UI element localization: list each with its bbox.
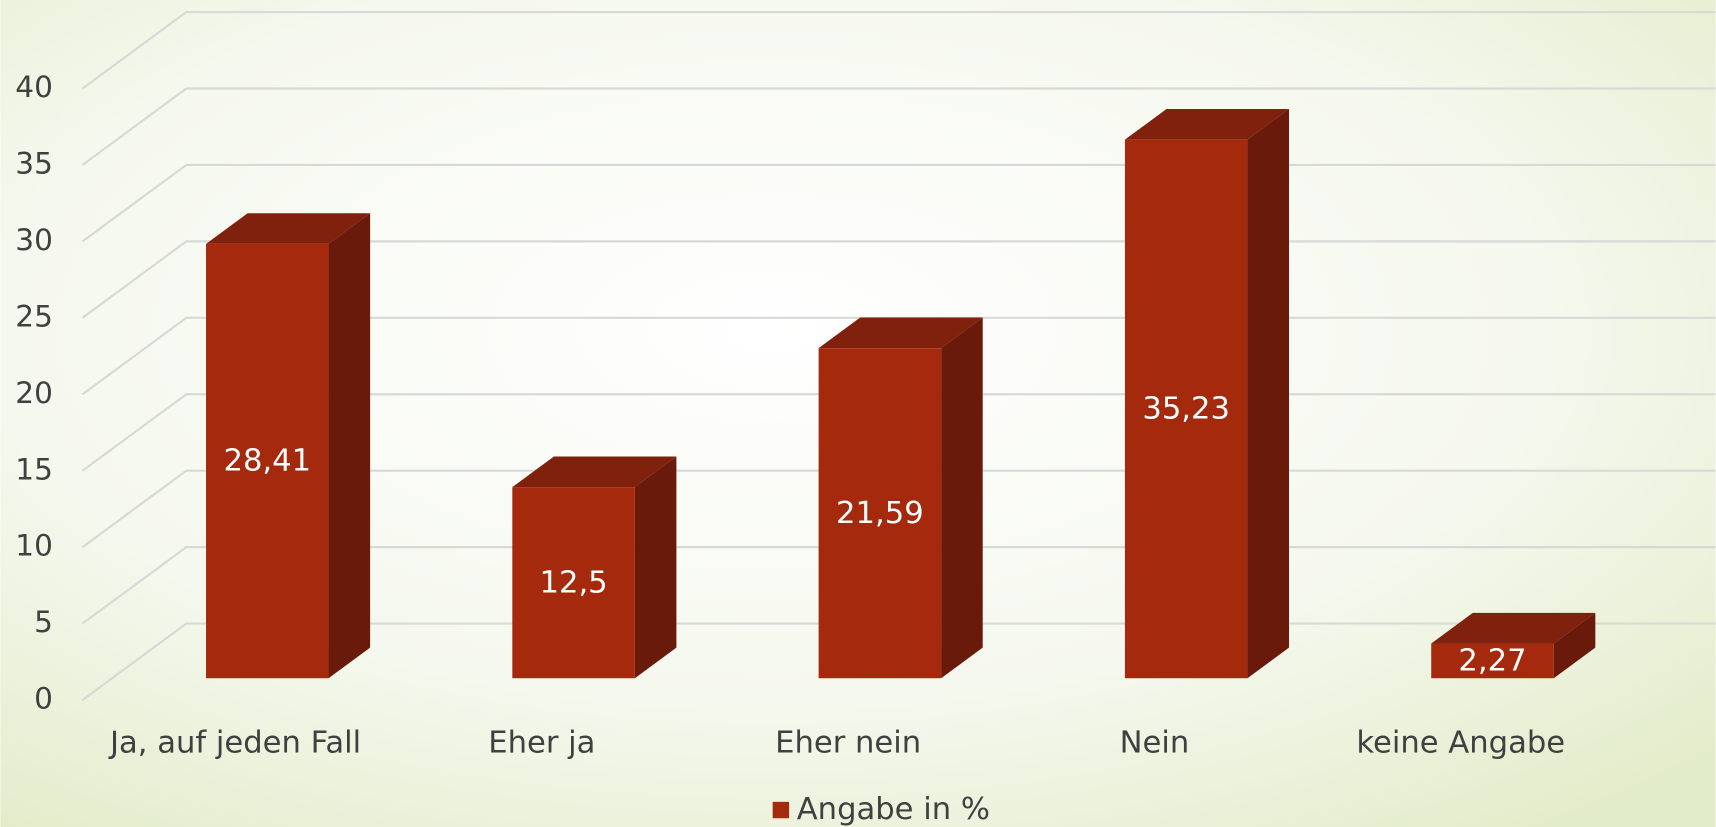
y-tick-label: 30 bbox=[15, 223, 53, 257]
grid-line bbox=[81, 87, 1716, 166]
y-tick-label: 15 bbox=[15, 452, 53, 486]
y-tick-label: 25 bbox=[15, 299, 53, 333]
bar-side bbox=[634, 456, 677, 679]
bar-side bbox=[1553, 612, 1596, 679]
y-tick-label: 20 bbox=[15, 376, 53, 410]
bar-top bbox=[512, 456, 677, 488]
bar-top bbox=[818, 317, 983, 349]
bars bbox=[206, 109, 1596, 679]
x-tick-label: Eher ja bbox=[488, 725, 595, 760]
bar bbox=[512, 456, 677, 679]
value-label: 21,59 bbox=[836, 496, 924, 531]
bar-front bbox=[206, 243, 329, 679]
x-tick-label: Nein bbox=[1120, 725, 1190, 760]
bar-top bbox=[206, 213, 371, 244]
grid-line bbox=[81, 10, 1716, 90]
bar bbox=[206, 213, 371, 679]
bar bbox=[1431, 612, 1596, 679]
y-tick-label: 5 bbox=[34, 605, 53, 639]
bar-front bbox=[818, 348, 942, 679]
y-tick-label: 40 bbox=[15, 70, 53, 104]
y-tick-label: 0 bbox=[34, 682, 53, 716]
value-label: 12,5 bbox=[540, 565, 608, 600]
bar-front bbox=[1431, 643, 1554, 679]
bar-side bbox=[328, 213, 371, 679]
x-tick-label: keine Angabe bbox=[1356, 725, 1565, 760]
y-tick-label: 10 bbox=[15, 529, 53, 563]
bar-front bbox=[512, 487, 635, 679]
bar-top bbox=[1124, 109, 1290, 140]
bar-front bbox=[1124, 139, 1248, 679]
bar-top bbox=[1431, 612, 1596, 644]
y-tick-label: 35 bbox=[15, 147, 53, 181]
bar-side bbox=[941, 317, 983, 679]
value-label: 35,23 bbox=[1142, 392, 1230, 427]
value-label: 2,27 bbox=[1458, 643, 1526, 678]
bar bbox=[1124, 109, 1290, 679]
x-tick-label: Ja, auf jeden Fall bbox=[108, 725, 361, 760]
bar-side bbox=[1247, 109, 1290, 679]
value-label: 28,41 bbox=[223, 444, 311, 479]
bar bbox=[818, 317, 983, 679]
x-tick-label: Eher nein bbox=[775, 725, 921, 760]
legend-label: Angabe in % bbox=[797, 792, 990, 827]
legend-swatch bbox=[772, 801, 790, 819]
